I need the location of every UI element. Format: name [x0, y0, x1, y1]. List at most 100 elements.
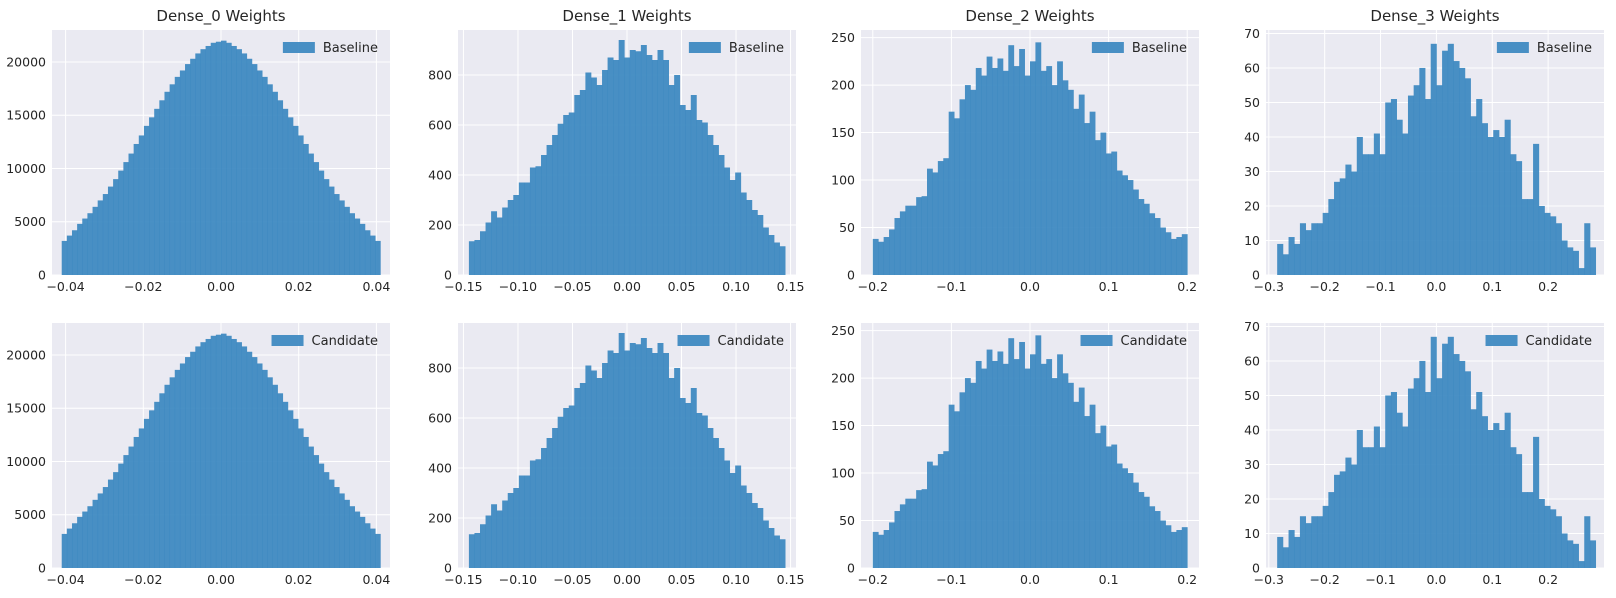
- histogram-bar: [1561, 533, 1568, 568]
- histogram-bar: [1013, 66, 1020, 276]
- histogram-bar: [712, 438, 719, 568]
- histogram-bar: [267, 377, 273, 568]
- histogram-bar: [138, 428, 145, 568]
- histogram-bar: [318, 463, 325, 568]
- histogram-bar: [690, 388, 697, 568]
- y-tick-label: 20000: [6, 54, 46, 69]
- histogram-bar: [292, 418, 299, 568]
- y-tick-label: 50: [1244, 388, 1260, 403]
- histogram-bar: [943, 451, 950, 568]
- x-tick-label: −0.05: [553, 279, 591, 294]
- histogram-bar: [1127, 180, 1134, 275]
- histogram-bar: [685, 110, 692, 275]
- histogram-bar: [563, 115, 570, 275]
- x-tick-label: 0.00: [613, 279, 641, 294]
- y-tick-label: 100: [831, 173, 855, 188]
- histogram-bar: [491, 211, 498, 275]
- histogram-bar: [277, 100, 284, 275]
- histogram-bar: [774, 535, 780, 568]
- histogram-bar: [1100, 132, 1107, 275]
- histogram-bar: [354, 511, 361, 568]
- histogram-bar: [943, 158, 950, 275]
- histogram-bar: [757, 508, 764, 568]
- x-tick-label: −0.10: [499, 572, 537, 587]
- x-tick-label: 0.15: [777, 572, 805, 587]
- histogram-bar: [937, 161, 944, 275]
- y-tick-label: 70: [1244, 319, 1260, 334]
- histogram-bar: [359, 223, 366, 275]
- histogram-bar: [262, 76, 268, 275]
- histogram-bar: [1057, 354, 1063, 568]
- histogram-bar: [735, 172, 742, 275]
- histogram-bar: [1143, 496, 1150, 568]
- x-tick-label: 0.10: [722, 279, 750, 294]
- histogram-bar: [128, 153, 135, 275]
- x-tick-label: 0.04: [362, 279, 390, 294]
- histogram-bar: [1046, 66, 1053, 276]
- histogram-bar: [1339, 178, 1346, 275]
- histogram-bar: [221, 40, 227, 275]
- y-tick-label: 20: [1244, 198, 1260, 213]
- y-tick-label: 600: [428, 411, 452, 426]
- histogram-bar: [159, 393, 165, 568]
- histogram-bar: [1334, 474, 1341, 568]
- histogram-bar: [663, 353, 670, 568]
- legend-label: Candidate: [1526, 334, 1592, 349]
- histogram-bar: [1165, 525, 1172, 568]
- histogram-bar: [82, 511, 88, 568]
- histogram-bar: [762, 227, 769, 275]
- histogram-bar: [507, 493, 514, 568]
- histogram-bar: [1062, 80, 1069, 275]
- histogram-bar: [313, 162, 320, 275]
- histogram-bar: [107, 186, 114, 275]
- x-tick-label: −0.1: [936, 572, 966, 587]
- histogram-bar: [154, 401, 160, 568]
- y-tick-label: 40: [1244, 129, 1260, 144]
- histogram-bar: [762, 520, 769, 568]
- histogram-bar: [205, 45, 212, 276]
- histogram-bar: [1402, 133, 1409, 275]
- histogram-bar: [1311, 223, 1318, 275]
- histogram-bar: [1035, 42, 1042, 275]
- histogram-bar: [1385, 395, 1392, 568]
- histogram-bar: [1413, 378, 1420, 568]
- histogram-bar: [981, 368, 988, 568]
- histogram-bar: [354, 218, 361, 275]
- histogram-bar: [349, 213, 355, 275]
- histogram-bar: [267, 84, 273, 276]
- legend-label: Baseline: [1132, 41, 1187, 56]
- histogram-bar: [1170, 531, 1177, 568]
- legend-swatch: [1485, 335, 1518, 346]
- histogram-bar: [574, 388, 581, 568]
- histogram-bar: [1464, 371, 1471, 568]
- histogram-bar: [1176, 237, 1183, 275]
- histogram-bar: [1498, 136, 1506, 275]
- histogram-bar: [195, 346, 201, 568]
- histogram-bar: [1277, 243, 1284, 275]
- histogram-bar: [696, 413, 703, 568]
- histogram-bar: [574, 95, 581, 275]
- histogram-bar: [468, 241, 475, 275]
- histogram-bar: [1132, 189, 1139, 275]
- histogram-bar: [701, 122, 708, 275]
- histogram-bar: [262, 369, 268, 568]
- histogram-bar: [613, 353, 620, 568]
- histogram-bar: [123, 162, 129, 275]
- histogram-bar: [629, 343, 636, 568]
- subplot-7: −0.3 −0.2 −0.1 0.0 0.1 0.2 0 10 20 30 40 50 60 70 Cand…: [1244, 319, 1604, 587]
- histogram-bar: [707, 428, 714, 568]
- histogram-bar: [241, 346, 248, 568]
- histogram-bar: [236, 342, 242, 568]
- histogram-bar: [1024, 75, 1031, 276]
- histogram-bar: [1504, 119, 1511, 275]
- histogram-bar: [724, 460, 731, 568]
- histogram-bar: [1288, 530, 1295, 568]
- y-tick-label: 200: [831, 371, 855, 386]
- histogram-bar: [986, 349, 993, 568]
- histogram-bar: [602, 70, 608, 275]
- histogram-bar: [1067, 89, 1074, 275]
- histogram-bar: [889, 229, 895, 275]
- y-tick-label: 10000: [6, 454, 46, 469]
- histogram-bar: [646, 348, 653, 568]
- histogram-bar: [185, 357, 191, 568]
